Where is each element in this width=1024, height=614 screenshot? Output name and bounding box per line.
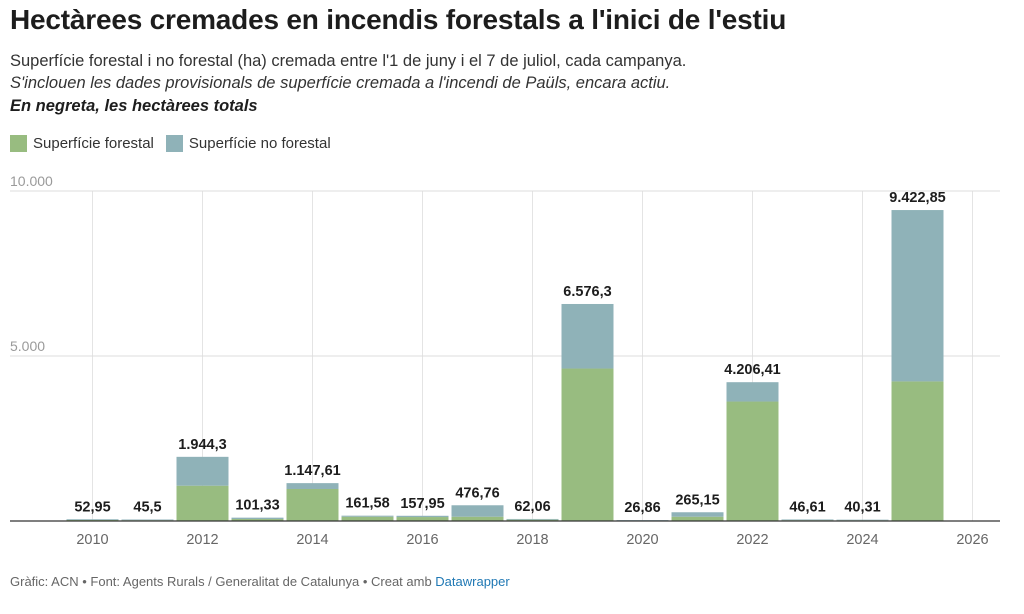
chart-subtitle: Superfície forestal i no forestal (ha) c… [10, 52, 687, 70]
bar-forestal [891, 381, 944, 521]
bar-forestal [451, 516, 504, 521]
x-tick-label: 2016 [406, 532, 438, 548]
bar-total-label: 40,31 [844, 500, 880, 516]
bar-chart: 5.000 10.000 52,95 45,5 1.944,3 101,33 1.147,6… [10, 173, 1000, 548]
bar-no-forestal [341, 515, 394, 517]
bar-total-label: 46,61 [789, 499, 825, 515]
bar-total-label: 62,06 [514, 499, 550, 515]
bar-forestal [176, 485, 229, 521]
footer-credits: Gràfic: ACN • Font: Agents Rurals / Gene… [10, 574, 436, 589]
x-tick-label: 2020 [626, 532, 658, 548]
bar-no-forestal [671, 512, 724, 517]
bar-total-label: 1.147,61 [284, 463, 340, 479]
bar-total-label: 26,86 [624, 500, 660, 516]
chart-title: Hectàrees cremades en incendis forestals… [10, 4, 787, 35]
bar-forestal [671, 516, 724, 521]
bar-no-forestal [506, 518, 559, 520]
x-tick-label: 2022 [736, 532, 768, 548]
bar-no-forestal [726, 382, 779, 402]
bar-total-label: 476,76 [455, 485, 499, 501]
bar-forestal [286, 488, 339, 521]
datawrapper-link[interactable]: Datawrapper [435, 574, 510, 589]
x-tick-label: 2024 [846, 532, 878, 548]
bar-no-forestal [561, 303, 614, 369]
bar-no-forestal [396, 515, 449, 518]
bar-no-forestal [836, 519, 889, 521]
bar-forestal [231, 519, 284, 521]
legend-swatch-forestal [10, 135, 27, 152]
bar-forestal [341, 516, 394, 521]
bar-no-forestal [451, 505, 504, 517]
chart-footer: Gràfic: ACN • Font: Agents Rurals / Gene… [10, 574, 510, 589]
bar-no-forestal [66, 519, 119, 521]
bar-total-label: 157,95 [400, 496, 444, 512]
y-tick-label: 10.000 [10, 173, 53, 189]
legend-item-forestal: Superfície forestal [10, 135, 154, 152]
legend-swatch-no-forestal [165, 135, 183, 152]
bar-total-label: 4.206,41 [724, 362, 780, 378]
x-tick-label: 2010 [76, 532, 108, 548]
bar-no-forestal [781, 519, 834, 521]
bar-forestal [726, 401, 779, 521]
chart-note-bold: En negreta, les hectàrees totals [10, 97, 258, 115]
legend-label-forestal: Superfície forestal [33, 135, 154, 152]
y-tick-label: 5.000 [10, 338, 45, 354]
bar-total-label: 52,95 [74, 499, 110, 515]
chart-legend: Superfície forestal Superfície no forest… [10, 135, 343, 152]
x-tick-label: 2014 [296, 532, 328, 548]
bar-total-label: 6.576,3 [563, 284, 611, 300]
bar-forestal [506, 519, 559, 521]
bar-forestal [396, 517, 449, 521]
bar-total-label: 161,58 [345, 496, 389, 512]
bar-total-label: 45,5 [133, 499, 161, 515]
x-tick-label: 2018 [516, 532, 548, 548]
legend-label-no-forestal: Superfície no forestal [188, 135, 331, 152]
bar-total-label: 265,15 [675, 492, 719, 508]
bar-total-label: 101,33 [235, 498, 279, 514]
bar-total-label: 9.422,85 [889, 190, 945, 206]
chart-note: S'inclouen les dades provisionals de sup… [10, 74, 671, 92]
bar-no-forestal [286, 483, 339, 489]
bar-total-label: 1.944,3 [178, 437, 226, 453]
bar-no-forestal [176, 456, 229, 486]
x-tick-label: 2026 [956, 532, 988, 548]
bar-no-forestal [121, 519, 174, 521]
bar-forestal [561, 368, 614, 521]
legend-item-no-forestal: Superfície no forestal [165, 135, 331, 152]
bar-no-forestal [231, 517, 284, 520]
bar-no-forestal [891, 210, 944, 382]
x-tick-label: 2012 [186, 532, 218, 548]
